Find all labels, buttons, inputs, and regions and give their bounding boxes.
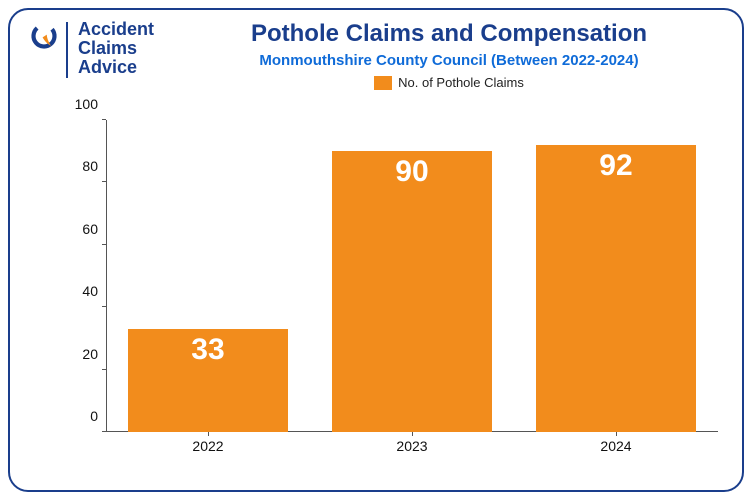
logo: Accident Claims Advice bbox=[30, 20, 154, 78]
chart-subtitle: Monmouthshire County Council (Between 20… bbox=[176, 52, 722, 69]
y-tick bbox=[102, 369, 106, 370]
chart-card: Accident Claims Advice Pothole Claims an… bbox=[8, 8, 744, 492]
y-tick-label: 60 bbox=[64, 221, 98, 237]
x-tick-label: 2022 bbox=[192, 438, 223, 454]
logo-line2: Claims bbox=[78, 39, 154, 58]
bar-value-label: 90 bbox=[332, 155, 491, 189]
bar: 33 bbox=[128, 329, 287, 432]
chart-area: 020406080100332022902023922024 bbox=[58, 120, 718, 454]
logo-icon bbox=[30, 22, 58, 50]
bar-value-label: 33 bbox=[128, 333, 287, 367]
y-tick-label: 0 bbox=[64, 408, 98, 424]
logo-divider bbox=[66, 22, 68, 78]
titles: Pothole Claims and Compensation Monmouth… bbox=[166, 20, 722, 90]
bar: 90 bbox=[332, 151, 491, 432]
logo-text: Accident Claims Advice bbox=[78, 20, 154, 77]
x-tick bbox=[208, 432, 209, 436]
logo-line3: Advice bbox=[78, 58, 154, 77]
bar-value-label: 92 bbox=[536, 149, 695, 183]
legend: No. of Pothole Claims bbox=[176, 75, 722, 90]
chart-title: Pothole Claims and Compensation bbox=[176, 20, 722, 48]
plot-area: 020406080100332022902023922024 bbox=[106, 120, 718, 432]
header: Accident Claims Advice Pothole Claims an… bbox=[30, 20, 722, 90]
y-tick-label: 80 bbox=[64, 158, 98, 174]
y-tick bbox=[102, 306, 106, 307]
y-tick bbox=[102, 181, 106, 182]
logo-line1: Accident bbox=[78, 20, 154, 39]
y-axis bbox=[106, 120, 107, 432]
legend-label: No. of Pothole Claims bbox=[398, 75, 524, 90]
x-tick bbox=[616, 432, 617, 436]
y-tick-label: 40 bbox=[64, 283, 98, 299]
y-tick-label: 20 bbox=[64, 346, 98, 362]
y-tick-label: 100 bbox=[64, 96, 98, 112]
legend-swatch bbox=[374, 76, 392, 90]
y-tick bbox=[102, 119, 106, 120]
x-tick bbox=[412, 432, 413, 436]
bar: 92 bbox=[536, 145, 695, 432]
x-tick-label: 2023 bbox=[396, 438, 427, 454]
y-tick bbox=[102, 244, 106, 245]
y-tick bbox=[102, 431, 106, 432]
x-tick-label: 2024 bbox=[600, 438, 631, 454]
